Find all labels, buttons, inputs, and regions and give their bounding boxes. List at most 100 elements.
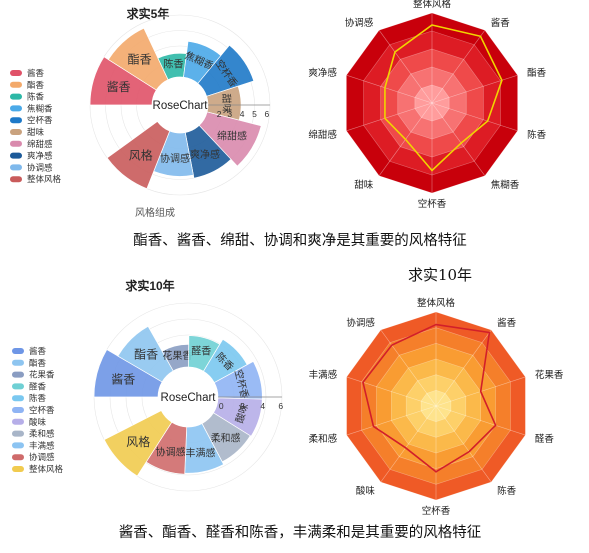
radar-ring	[420, 390, 452, 422]
radar-title: 求实10年	[408, 266, 472, 284]
radar-axis-label: 协调感	[346, 317, 375, 329]
radar-axis-label: 花果香	[535, 369, 564, 381]
rose-slice-label: 风格	[126, 434, 150, 449]
caption: 酱香、酯香、醛香和陈香，丰满柔和是其重要的风格特征	[119, 523, 482, 541]
radar-series-line	[362, 323, 497, 473]
legend-swatch	[10, 152, 22, 159]
legend-label: 酸味	[29, 417, 47, 427]
legend-label: 爽净感	[27, 151, 53, 161]
radar-spoke	[435, 405, 526, 436]
legend-swatch	[12, 359, 24, 366]
legend-swatch	[10, 164, 22, 171]
legend-label: 焦糊香	[27, 103, 53, 113]
radar-axis-label: 甜味	[354, 179, 374, 191]
legend-swatch	[10, 93, 22, 100]
rose-slice-label: 协调感	[160, 152, 190, 165]
legend-label: 整体风格	[27, 174, 62, 184]
legend-label: 陈香	[29, 393, 47, 403]
rose-center	[158, 367, 218, 427]
legend-swatch	[10, 105, 22, 112]
legend-swatch	[10, 176, 22, 183]
radar-spoke	[346, 376, 437, 407]
caption: 酯香、酱香、绵甜、协调和爽净是其重要的风格特征	[133, 232, 467, 249]
legend-label: 花果香	[29, 370, 55, 380]
legend-label: 酯香	[29, 358, 47, 368]
radial-tick-label: 4	[260, 401, 265, 411]
legend-label: 空杯香	[27, 115, 53, 125]
legend-swatch	[12, 395, 24, 402]
radar-spoke	[431, 102, 518, 132]
radial-tick-label: 4	[240, 109, 245, 119]
panel-5-year: 求实5年 酱香酯香陈香焦糊香空杯香甜味绵甜感爽净感协调感整体风格 酱香酯香 陈香焦…	[10, 0, 547, 219]
legend-label: 协调感	[29, 452, 55, 462]
legend-label: 绵甜感	[27, 139, 53, 149]
rose-slice-label: 协调感	[156, 446, 186, 459]
radar-axis-label: 整体风格	[413, 0, 452, 10]
legend-label: 醛香	[29, 381, 47, 391]
radar-axis-label: 绵甜感	[308, 129, 337, 141]
radar-spoke	[346, 102, 433, 132]
legend-label: 酱香	[29, 346, 47, 356]
rose-slice-label: 酱香	[111, 371, 135, 386]
legend-label: 甜味	[27, 127, 45, 137]
radar-axis-label: 焦糊香	[491, 179, 520, 191]
rose-center-label: RoseChart	[161, 392, 217, 404]
legend-swatch	[12, 371, 24, 378]
legend-swatch	[12, 348, 24, 354]
radar-axis-label: 陈香	[527, 129, 547, 141]
legend-label: 协调感	[27, 162, 53, 172]
radar-spoke	[380, 329, 437, 407]
radar-spoke	[380, 405, 437, 483]
legend-swatch	[12, 383, 24, 390]
legend-swatch	[12, 430, 24, 437]
rose-center	[152, 77, 208, 133]
legend-label: 空杯香	[29, 405, 55, 415]
legend-label: 酱香	[27, 68, 45, 78]
radar-axis-label: 协调感	[345, 17, 374, 29]
radar-spoke	[435, 405, 492, 483]
legend-swatch	[12, 418, 24, 425]
radar-axis-label: 酯香	[527, 68, 547, 79]
legend-swatch	[10, 70, 22, 76]
legend-label: 酯香	[27, 80, 45, 90]
rose-slice-label: 柔和感	[211, 431, 241, 444]
legend-swatch	[12, 407, 24, 413]
radar-spoke	[431, 74, 518, 104]
radar-axis-label: 酱香	[491, 17, 511, 29]
radial-tick-label: 2	[240, 401, 245, 411]
legend-swatch	[10, 129, 22, 135]
radar-axis-label: 醛香	[535, 433, 555, 445]
legend-swatch	[12, 442, 24, 449]
radar-axis-label: 空杯香	[422, 505, 451, 517]
legend-swatch	[12, 466, 24, 472]
legend-swatch	[10, 81, 22, 88]
radial-tick-label: 2	[217, 109, 222, 119]
legend-swatch	[12, 454, 24, 461]
rose-slice-label: 醛香	[191, 345, 211, 358]
radar-axis-label: 爽净感	[308, 67, 337, 79]
legend-label: 陈香	[27, 92, 45, 102]
radar-spoke	[378, 30, 433, 104]
radial-tick-label: 3	[227, 109, 232, 119]
rose-slice-label: 酯香	[134, 347, 158, 361]
radial-tick-label: 5	[252, 109, 257, 119]
rose-slice-label: 丰满感	[185, 446, 215, 459]
rose-slice-label: 绵甜感	[217, 130, 247, 143]
radial-tick-label: 6	[278, 401, 283, 411]
radar-axis-label: 酸味	[356, 485, 376, 497]
radar-axis-label: 空杯香	[418, 198, 447, 210]
radar-ring	[414, 84, 450, 122]
rose-slice-label: 酯香	[128, 52, 152, 66]
radar-axis-label: 丰满感	[309, 369, 338, 381]
radar-axis-label: 酱香	[497, 317, 517, 329]
rose-slice-label: 花果香	[162, 349, 192, 362]
rose-center-label: RoseChart	[153, 100, 209, 112]
rose-slice-label: 陈香	[163, 58, 183, 71]
rose-subtitle: 风格组成	[135, 206, 175, 219]
